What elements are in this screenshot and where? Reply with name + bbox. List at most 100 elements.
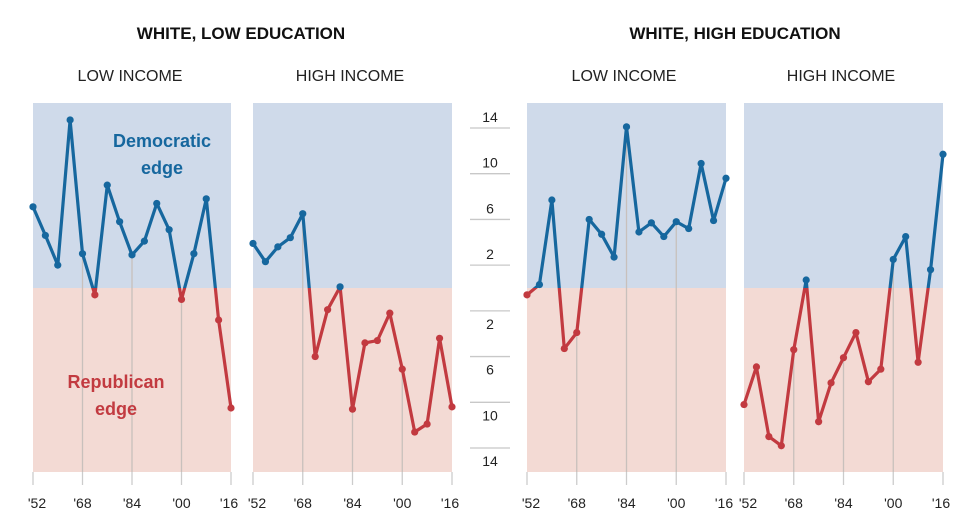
republican-edge-label: Republican	[67, 372, 164, 392]
y-tick-label: 6	[486, 200, 494, 216]
data-point-2008	[423, 420, 431, 428]
data-point-1968	[573, 328, 581, 337]
data-point-1976	[324, 306, 332, 314]
data-point-1988	[361, 339, 369, 347]
data-point-1960	[765, 432, 773, 441]
x-tick-label: '84	[123, 495, 141, 511]
panel-subtitle: LOW INCOME	[78, 68, 183, 85]
data-point-1992	[647, 219, 655, 227]
data-point-1992	[153, 199, 161, 208]
data-point-1980	[610, 253, 618, 261]
data-point-2016	[448, 403, 456, 411]
data-point-2004	[411, 428, 419, 436]
data-point-1988	[635, 228, 643, 236]
data-point-1976	[598, 230, 606, 238]
series-line-republican	[525, 288, 584, 351]
republican-edge-label-2: edge	[95, 399, 137, 419]
data-point-1992	[373, 336, 381, 345]
data-point-1992	[864, 378, 872, 386]
data-point-1968	[299, 210, 307, 218]
data-point-1964	[66, 116, 74, 124]
data-point-2000	[177, 295, 186, 304]
data-point-1984	[622, 123, 631, 131]
x-tick-label: '00	[393, 495, 411, 511]
x-tick-label: '16	[932, 495, 950, 511]
group-title-low-education: WHITE, LOW EDUCATION	[137, 24, 345, 43]
data-point-1972	[91, 291, 99, 299]
panel-0-1: HIGH INCOME '52 '68 '84 '00 '16	[248, 68, 459, 511]
panel-1-0: LOW INCOME '52 '68 '84 '00 '16	[522, 68, 733, 511]
data-point-1956	[41, 231, 49, 240]
x-tick-label: '68	[294, 495, 312, 511]
data-point-1952	[523, 291, 531, 299]
data-point-1988	[852, 328, 860, 337]
data-point-1968	[790, 346, 798, 354]
data-point-2008	[697, 159, 705, 168]
data-point-1960	[274, 243, 282, 251]
data-point-1980	[116, 218, 124, 226]
series-line-democratic	[251, 212, 342, 288]
data-point-1996	[877, 365, 885, 373]
panel-subtitle: LOW INCOME	[572, 68, 677, 85]
panel-0-0: LOW INCOME '52 '68 '84 '00 '16	[28, 68, 238, 511]
y-tick-label: 6	[486, 362, 494, 378]
x-tick-label: '52	[522, 495, 540, 511]
panel-subtitle: HIGH INCOME	[296, 68, 404, 85]
data-point-1960	[54, 261, 62, 269]
data-point-2012	[926, 266, 935, 274]
democratic-edge-label: Democratic	[113, 131, 211, 151]
data-point-1976	[815, 418, 823, 426]
x-tick-label: '68	[785, 495, 803, 511]
democratic-edge-label-2: edge	[141, 158, 183, 178]
group-title-high-education: WHITE, HIGH EDUCATION	[629, 24, 840, 43]
data-point-1984	[128, 251, 136, 259]
y-tick-label: 14	[482, 109, 498, 125]
data-point-2012	[709, 216, 718, 225]
x-tick-label: '52	[248, 495, 266, 511]
y-tick-label: 14	[482, 453, 498, 469]
data-point-2004	[190, 250, 198, 258]
data-point-2000	[398, 365, 406, 373]
x-tick-label: '16	[441, 495, 459, 511]
x-tick-label: '52	[739, 495, 757, 511]
panel-subtitle: HIGH INCOME	[787, 68, 895, 85]
data-point-1964	[286, 234, 294, 242]
y-tick-label: 2	[486, 316, 494, 332]
x-tick-label: '00	[172, 495, 190, 511]
series-line-democratic	[803, 154, 945, 288]
data-point-1988	[140, 237, 148, 245]
x-tick-label: '16	[715, 495, 733, 511]
panel-1-1: HIGH INCOME '52 '68 '84 '00 '16	[739, 68, 950, 511]
data-point-1996	[660, 232, 668, 241]
data-point-1996	[165, 226, 173, 234]
data-point-2016	[227, 404, 235, 412]
data-point-2016	[722, 174, 730, 182]
data-point-1976	[103, 181, 111, 189]
x-tick-label: '68	[73, 495, 91, 511]
data-point-1952	[29, 203, 37, 211]
data-point-2000	[889, 255, 897, 264]
x-tick-label: '84	[343, 495, 361, 511]
data-point-2004	[902, 232, 910, 241]
x-tick-label: '84	[617, 495, 635, 511]
data-point-1956	[535, 280, 544, 289]
y-axis: 14 10 6 2 2 6 10 14	[470, 109, 510, 469]
data-point-1984	[839, 354, 848, 362]
data-point-1984	[348, 405, 357, 413]
data-point-1996	[386, 309, 394, 317]
x-tick-label: '00	[667, 495, 685, 511]
x-tick-label: '00	[884, 495, 902, 511]
data-point-1972	[585, 215, 593, 224]
data-point-1952	[740, 400, 748, 409]
data-point-1980	[827, 379, 835, 387]
data-point-1964	[777, 442, 785, 450]
data-point-2008	[914, 358, 922, 366]
data-point-1968	[78, 250, 87, 258]
data-point-1980	[336, 283, 344, 291]
x-tick-label: '52	[28, 495, 46, 511]
democratic-background	[253, 103, 452, 288]
x-tick-label: '68	[568, 495, 586, 511]
data-point-2004	[685, 224, 693, 233]
data-point-1952	[249, 239, 257, 248]
data-point-2016	[939, 150, 947, 158]
